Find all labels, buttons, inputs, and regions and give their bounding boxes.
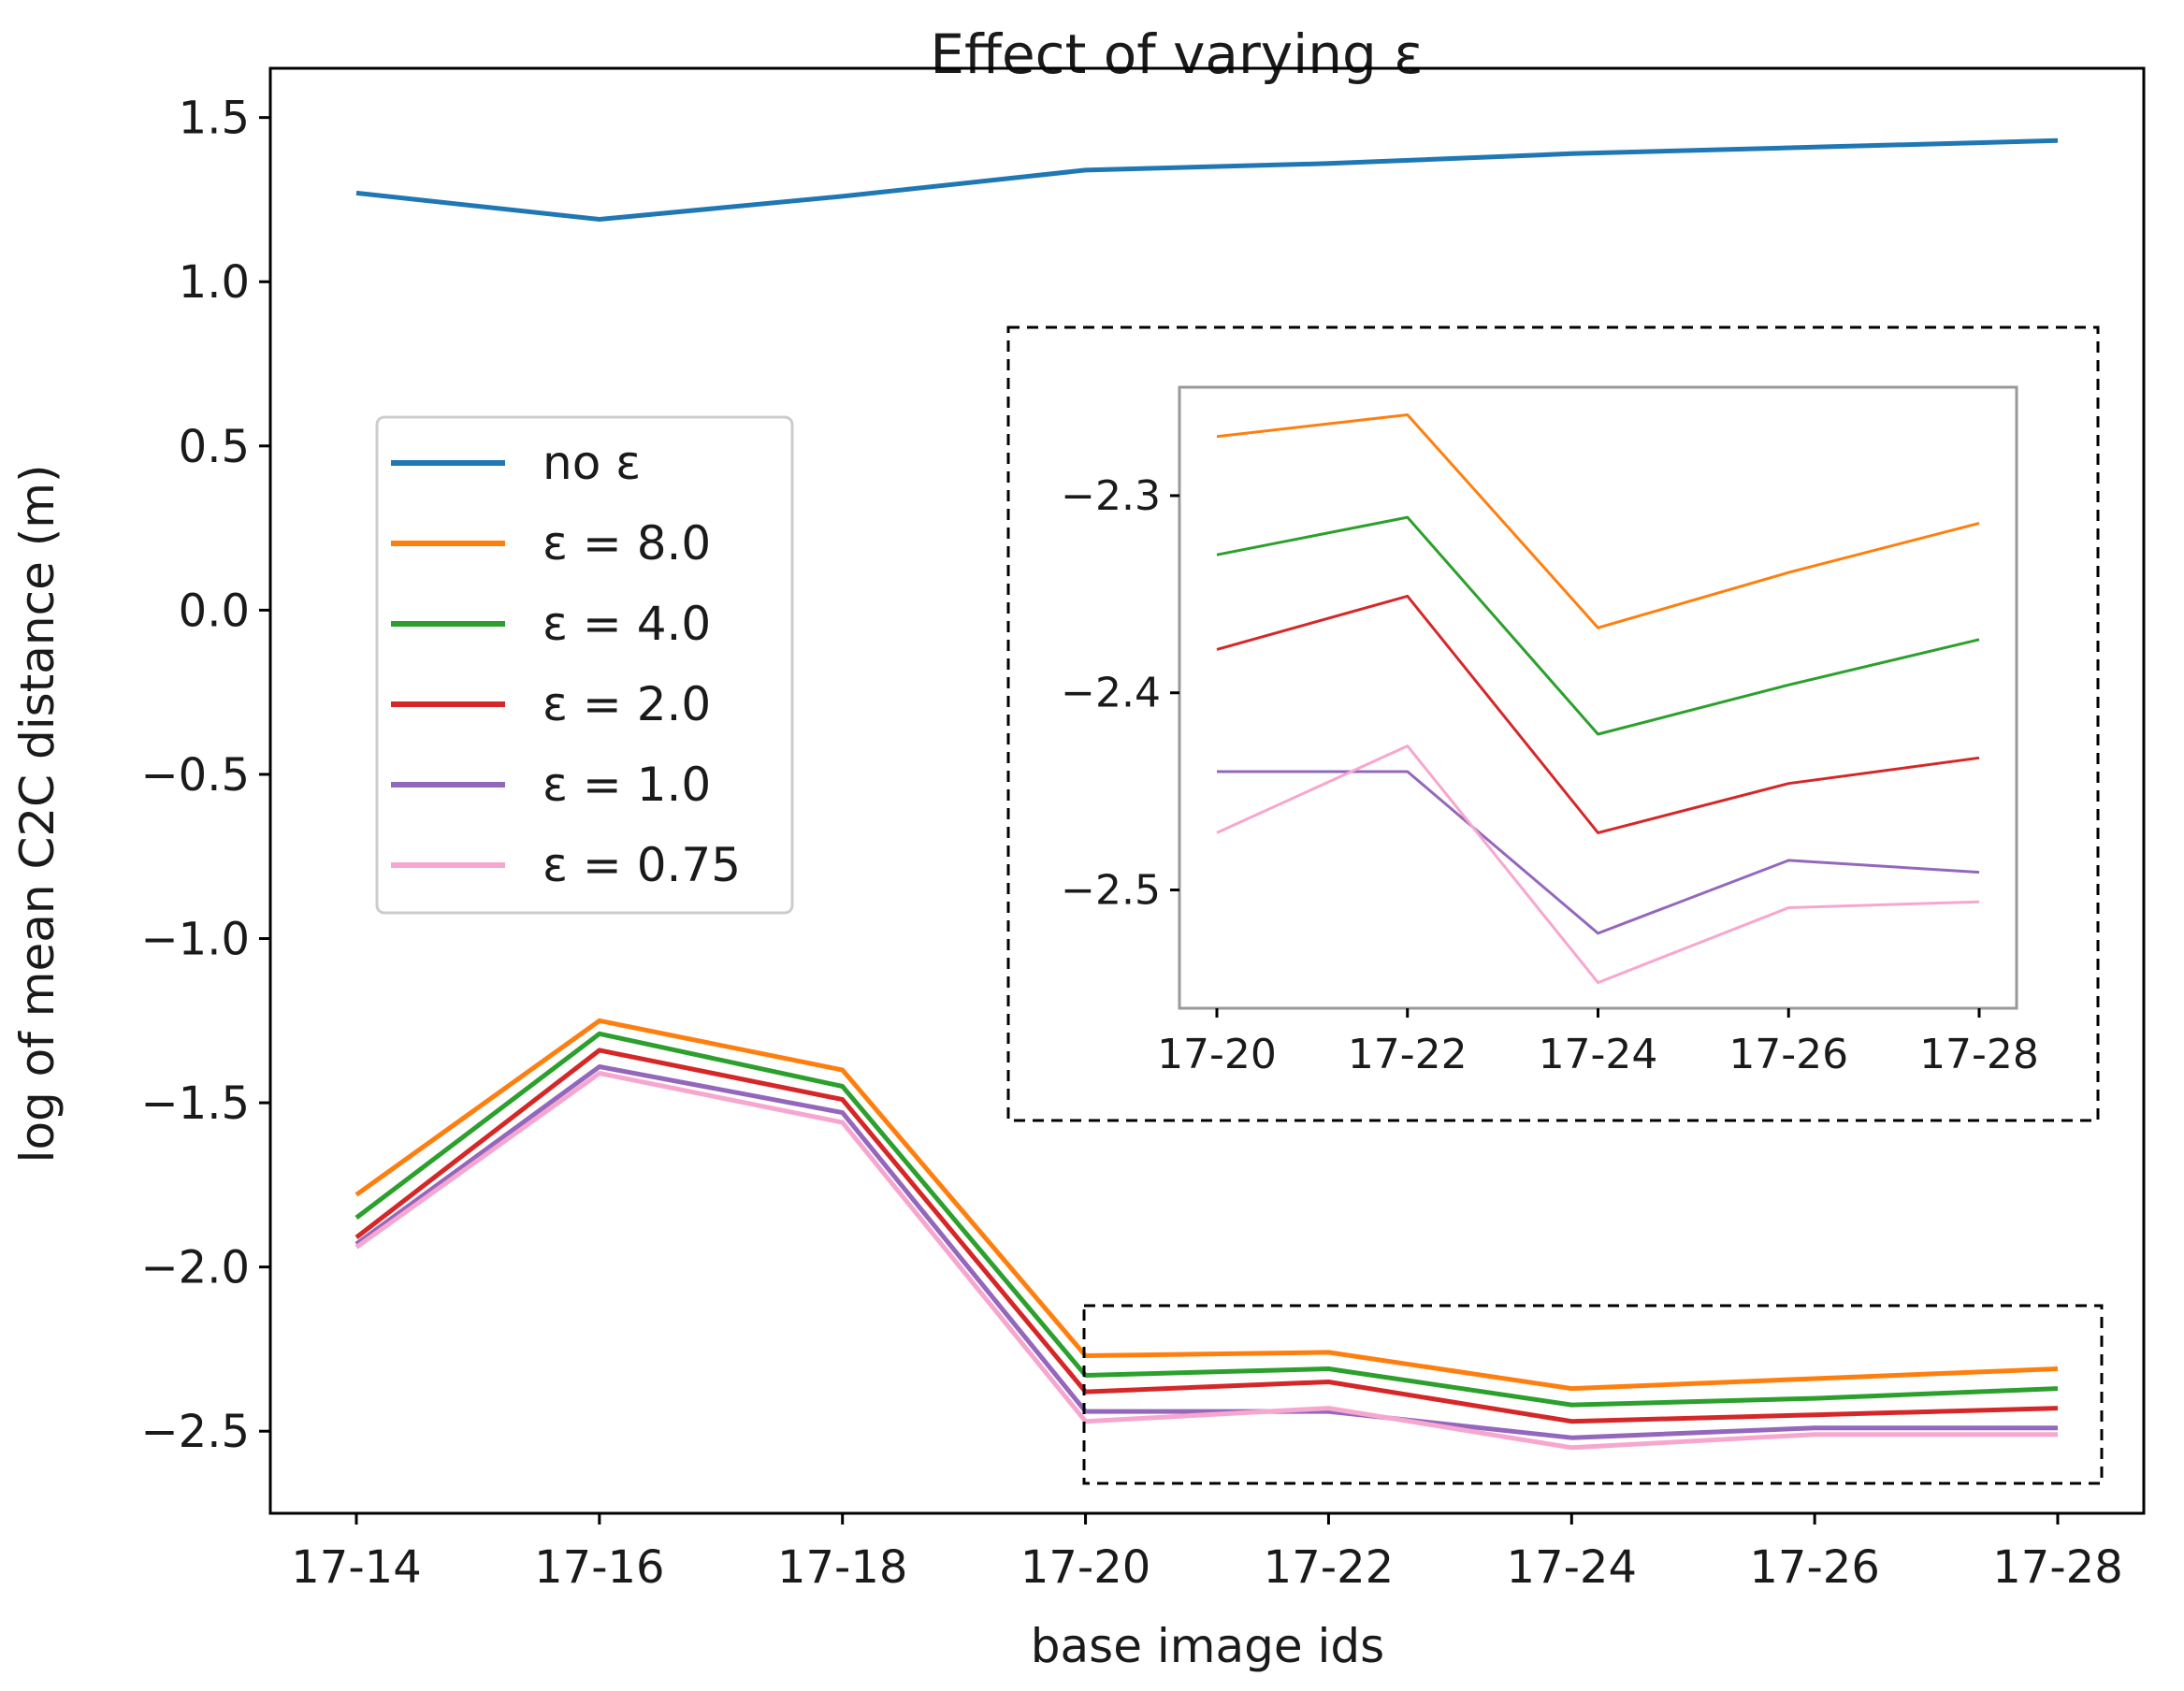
legend: no ε ε = 8.0 ε = 4.0 ε = 2.0 ε = 1.0 ε = 0.75 (375, 415, 794, 915)
inset-series-line-1 (1216, 515, 1980, 736)
inset-series-line-4 (1216, 744, 1980, 985)
inset-series-line-3 (1217, 770, 1980, 935)
legend-label: ε = 0.75 (542, 838, 741, 892)
main-y-tick-label: 1.5 (179, 93, 250, 145)
legend-label: ε = 8.0 (542, 516, 711, 571)
main-series-line-0 (355, 137, 2059, 222)
main-y-tick-label: 1.0 (179, 256, 250, 309)
main-x-tick-label: 17-14 (291, 1541, 421, 1594)
main-y-tick-label: 0.0 (179, 585, 250, 637)
inset-x-tick-label: 17-26 (1728, 1031, 1848, 1078)
main-plot-area (268, 66, 2146, 1515)
inset-series-line-0 (1216, 413, 1980, 629)
main-y-tick-label: −1.5 (140, 1077, 250, 1130)
main-x-tick-label: 17-28 (1992, 1541, 2122, 1594)
zoom-region-box (1082, 1304, 2104, 1485)
main-series-line-3 (354, 1048, 2059, 1424)
y-axis-label: log of mean C2C distance (m) (10, 465, 65, 1163)
x-axis-label: base image ids (1031, 1619, 1384, 1673)
main-y-tick-label: −2.0 (140, 1242, 250, 1294)
inset-y-tick-label: −2.4 (1061, 670, 1161, 717)
legend-label: ε = 4.0 (542, 597, 711, 651)
main-y-tick-label: −0.5 (140, 749, 250, 802)
main-series-line-4 (354, 1064, 2058, 1440)
inset-y-tick-label: −2.3 (1061, 472, 1161, 520)
main-series-line-2 (354, 1031, 2059, 1408)
chart-title: Effect of varying ε (930, 22, 1423, 86)
main-y-tick-label: −1.0 (140, 914, 250, 966)
inset-x-tick-label: 17-24 (1539, 1031, 1658, 1078)
inset-y-tick-label: −2.5 (1061, 867, 1161, 915)
main-axes-ticks: 17-14 17-16 17-18 17-20 17-22 17-24 17-26 17-28… (140, 93, 2122, 1594)
main-y-tick-label: 0.5 (179, 421, 250, 473)
main-x-tick-label: 17-18 (777, 1541, 907, 1594)
main-series-line-5 (354, 1071, 2058, 1451)
inset-axes-ticks: 17-20 17-22 17-24 17-26 17-28 −2.3 −2.4 −2.5 (1061, 472, 2039, 1078)
main-x-tick-label: 17-24 (1507, 1541, 1637, 1594)
main-axes-frame (268, 66, 2146, 1515)
legend-label: ε = 1.0 (542, 758, 711, 812)
main-series-line-1 (354, 1018, 2059, 1392)
legend-label: ε = 2.0 (542, 677, 711, 731)
inset-x-tick-label: 17-22 (1348, 1031, 1468, 1078)
inset-x-tick-label: 17-28 (1919, 1031, 2039, 1078)
legend-label: no ε (542, 436, 641, 490)
inset-x-tick-label: 17-20 (1157, 1031, 1277, 1078)
inset-frame (1006, 325, 2100, 1122)
main-x-tick-label: 17-22 (1264, 1541, 1394, 1594)
main-x-tick-label: 17-16 (534, 1541, 664, 1594)
inset-series-line-2 (1216, 594, 1980, 834)
main-x-tick-label: 17-20 (1020, 1541, 1150, 1594)
main-x-tick-label: 17-26 (1749, 1541, 1879, 1594)
main-y-tick-label: −2.5 (140, 1406, 250, 1458)
